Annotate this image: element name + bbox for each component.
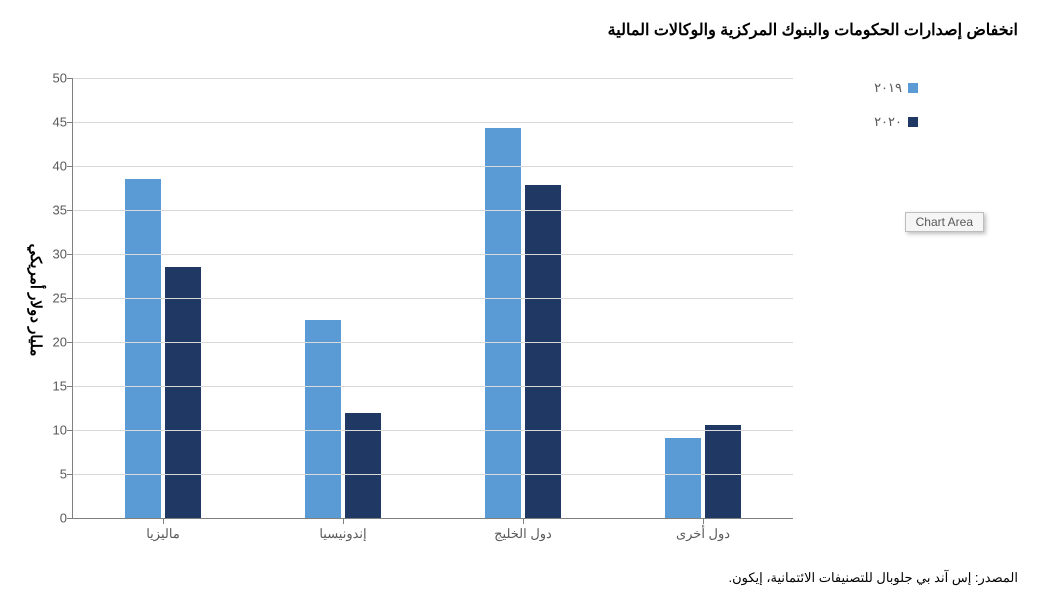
legend: ٢٠١٩ ٢٠٢٠ — [788, 80, 918, 148]
gridline — [73, 474, 793, 475]
gridline — [73, 298, 793, 299]
bar — [305, 320, 341, 518]
gridline — [73, 210, 793, 211]
ytick-label: 0 — [39, 511, 67, 526]
ytick-label: 50 — [39, 71, 67, 86]
gridline — [73, 78, 793, 79]
ytick-label: 40 — [39, 159, 67, 174]
ytick-label: 5 — [39, 467, 67, 482]
plot-area: 05101520253035404550ماليزياإندونيسيادول … — [72, 78, 793, 519]
ytick-label: 35 — [39, 203, 67, 218]
chart-title: انخفاض إصدارات الحكومات والبنوك المركزية… — [608, 20, 1018, 40]
page-root: انخفاض إصدارات الحكومات والبنوك المركزية… — [0, 0, 1048, 606]
bar — [525, 185, 561, 518]
legend-label: ٢٠٢٠ — [874, 114, 902, 130]
ytick-label: 10 — [39, 423, 67, 438]
ytick-mark — [67, 298, 73, 299]
gridline — [73, 342, 793, 343]
bar — [485, 128, 521, 518]
legend-item: ٢٠١٩ — [788, 80, 918, 96]
xtick-mark — [523, 518, 524, 524]
ytick-label: 15 — [39, 379, 67, 394]
ytick-label: 45 — [39, 115, 67, 130]
ytick-label: 20 — [39, 335, 67, 350]
ytick-mark — [67, 474, 73, 475]
gridline — [73, 122, 793, 123]
xtick-label: دول أخرى — [613, 526, 793, 542]
xtick-label: دول الخليج — [433, 526, 613, 542]
gridline — [73, 254, 793, 255]
xtick-label: ماليزيا — [73, 526, 253, 542]
chart-area-tooltip: Chart Area — [905, 212, 984, 232]
source-footer: المصدر: إس آند بي جلوبال للتصنيفات الائت… — [728, 570, 1018, 586]
ytick-mark — [67, 254, 73, 255]
bar — [665, 438, 701, 518]
legend-swatch — [908, 117, 918, 127]
ytick-mark — [67, 166, 73, 167]
ytick-mark — [67, 210, 73, 211]
ytick-mark — [67, 386, 73, 387]
ytick-label: 30 — [39, 247, 67, 262]
bar — [165, 267, 201, 518]
xtick-mark — [343, 518, 344, 524]
legend-item: ٢٠٢٠ — [788, 114, 918, 130]
bar — [345, 413, 381, 518]
xtick-label: إندونيسيا — [253, 526, 433, 542]
legend-swatch — [908, 83, 918, 93]
bar — [125, 179, 161, 518]
gridline — [73, 430, 793, 431]
bar — [705, 425, 741, 518]
ytick-mark — [67, 122, 73, 123]
gridline — [73, 386, 793, 387]
ytick-mark — [67, 342, 73, 343]
ytick-mark — [67, 430, 73, 431]
xtick-mark — [163, 518, 164, 524]
ytick-mark — [67, 518, 73, 519]
gridline — [73, 166, 793, 167]
ytick-mark — [67, 78, 73, 79]
ytick-label: 25 — [39, 291, 67, 306]
legend-label: ٢٠١٩ — [874, 80, 902, 96]
xtick-mark — [703, 518, 704, 524]
